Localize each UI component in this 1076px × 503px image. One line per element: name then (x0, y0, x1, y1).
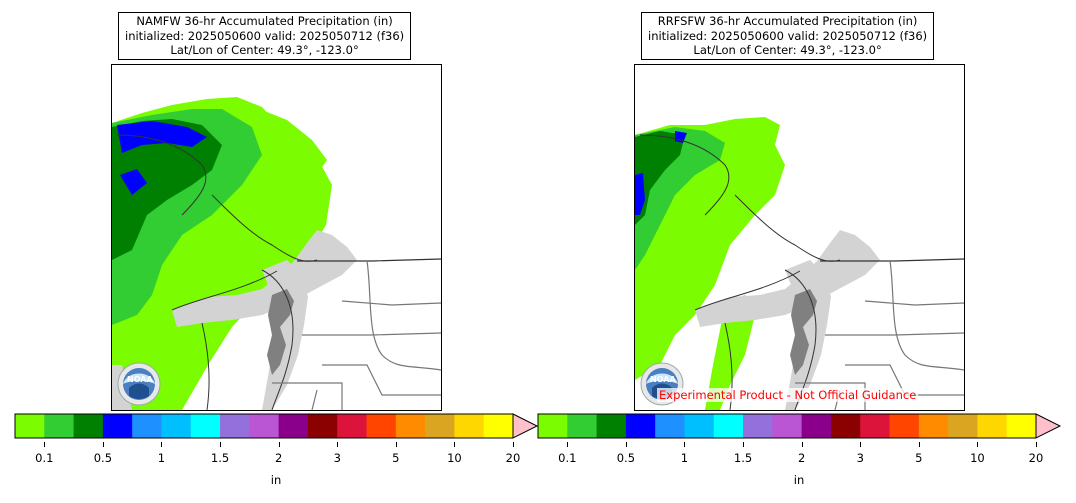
colorbar-tick-label: 1 (680, 451, 689, 465)
colorbar-ticks-left: 0.1 0.5 1 1.5 2 3 5 10 20 (14, 442, 520, 472)
map-title: RRFSFW 36-hr Accumulated Precipitation (… (641, 12, 935, 60)
intl-border (297, 258, 441, 262)
title-line-1: NAMFW 36-hr Accumulated Precipitation (i… (136, 14, 393, 28)
colorbar-segment (161, 414, 192, 438)
colorbar-tick-label: 5 (392, 451, 400, 465)
coastline (639, 134, 841, 410)
colorbar-tick-label: 1.5 (733, 451, 753, 465)
title-line-2: initialized: 2025050600 valid: 202505071… (648, 28, 928, 43)
colorbar-tick-label: 20 (1028, 451, 1044, 465)
panel-namfw: NAMFW 36-hr Accumulated Precipitation (i… (111, 12, 442, 411)
map-svg (112, 97, 441, 410)
colorbar-segment (830, 414, 861, 438)
colorbar-segment (220, 414, 250, 438)
colorbar-segment (73, 414, 104, 438)
colorbar-tick-label: 2 (274, 451, 283, 465)
precip-blue (635, 173, 645, 215)
colorbar-segment (1006, 414, 1037, 438)
colorbar-segment (132, 414, 162, 438)
colorbar-segment (337, 414, 368, 438)
precip-dark (112, 119, 222, 260)
colorbar-tick-label: 0.1 (558, 451, 577, 465)
colorbar-segment (977, 414, 1008, 438)
map-svg (635, 117, 964, 410)
water-inlet (790, 289, 817, 375)
precip-blue-2 (675, 131, 687, 143)
title-line-1: RRFSFW 36-hr Accumulated Precipitation (… (657, 14, 918, 28)
colorbar-segment (102, 414, 133, 438)
colorbar-left (14, 413, 539, 439)
colorbar-segment (44, 414, 75, 438)
colorbar-segment (307, 414, 338, 438)
colorbar-tick-label: 3 (856, 451, 864, 465)
colorbar-right (537, 413, 1062, 439)
water-sound (262, 260, 308, 410)
colorbar-units-right: in (793, 473, 805, 487)
colorbar-segment (567, 414, 598, 438)
water-strait (695, 230, 880, 327)
colorbar-segment (190, 414, 221, 438)
colorbar-segment (889, 414, 920, 438)
colorbar-extend-arrow (1035, 413, 1062, 439)
colorbar-segment (395, 414, 426, 438)
title-line-3: Lat/Lon of Center: 49.3°, -123.0° (693, 43, 882, 57)
colorbar-segment (366, 414, 397, 438)
colorbar-outline (14, 413, 513, 439)
colorbar-tick-label: 0.5 (93, 451, 113, 465)
colorbar-segment (454, 414, 485, 438)
title-line-3: Lat/Lon of Center: 49.3°, -123.0° (170, 43, 359, 57)
precip-map: NOAA (634, 64, 965, 411)
precip-dark (635, 131, 685, 225)
title-line-2: initialized: 2025050600 valid: 202505071… (125, 28, 405, 43)
precip-blue (117, 121, 207, 153)
precip-blue-2 (120, 169, 147, 195)
colorbar-segment (425, 414, 455, 438)
colorbar-segment (483, 414, 514, 438)
precip-speckle (262, 110, 327, 170)
coastline (116, 134, 318, 410)
map-title: NAMFW 36-hr Accumulated Precipitation (i… (118, 12, 412, 60)
colorbar-segment (860, 414, 891, 438)
colorbar-tick-label: 5 (915, 451, 923, 465)
colorbar-extend-arrow (512, 413, 539, 439)
colorbar-tick-label: 20 (505, 451, 521, 465)
state-borders (795, 260, 964, 410)
colorbar-outline (537, 413, 1036, 439)
colorbar-tick-label: 10 (447, 451, 462, 465)
precip-map: NOAA (111, 64, 442, 411)
colorbar-segment (948, 414, 978, 438)
colorbar-segment (625, 414, 656, 438)
colorbar-segment (249, 414, 280, 438)
water-strait (172, 230, 357, 327)
colorbar-segment (596, 414, 627, 438)
noaa-logo (117, 362, 161, 406)
colorbar-segment (15, 414, 45, 438)
state-borders (272, 260, 441, 410)
intl-border (820, 258, 964, 262)
colorbar-segment (772, 414, 803, 438)
colorbar-segment (538, 414, 568, 438)
colorbar-tick-label: 1.5 (210, 451, 230, 465)
colorbar-units-left: in (270, 473, 282, 487)
experimental-disclaimer: Experimental Product - Not Official Guid… (657, 388, 919, 402)
colorbar-ticks-right: 0.1 0.5 1 1.5 2 3 5 10 20 (537, 442, 1043, 472)
colorbar-tick-label: 1 (157, 451, 166, 465)
colorbar-tick-label: 3 (333, 451, 341, 465)
colorbar-segment (684, 414, 715, 438)
colorbar-segment (278, 414, 309, 438)
panel-rrfsfw: RRFSFW 36-hr Accumulated Precipitation (… (538, 0, 1076, 503)
colorbar-segment (801, 414, 832, 438)
water-inlet (267, 289, 294, 375)
colorbar-segment (918, 414, 949, 438)
colorbar-segment (743, 414, 773, 438)
colorbar-tick-label: 0.5 (616, 451, 636, 465)
colorbar-tick-label: 0.1 (35, 451, 54, 465)
colorbar-segment (655, 414, 685, 438)
noaa-logo-text: NOAA (650, 375, 676, 384)
colorbar-tick-label: 10 (970, 451, 985, 465)
colorbar-tick-label: 2 (797, 451, 806, 465)
noaa-logo-text: NOAA (127, 375, 153, 384)
colorbar-segment (713, 414, 744, 438)
